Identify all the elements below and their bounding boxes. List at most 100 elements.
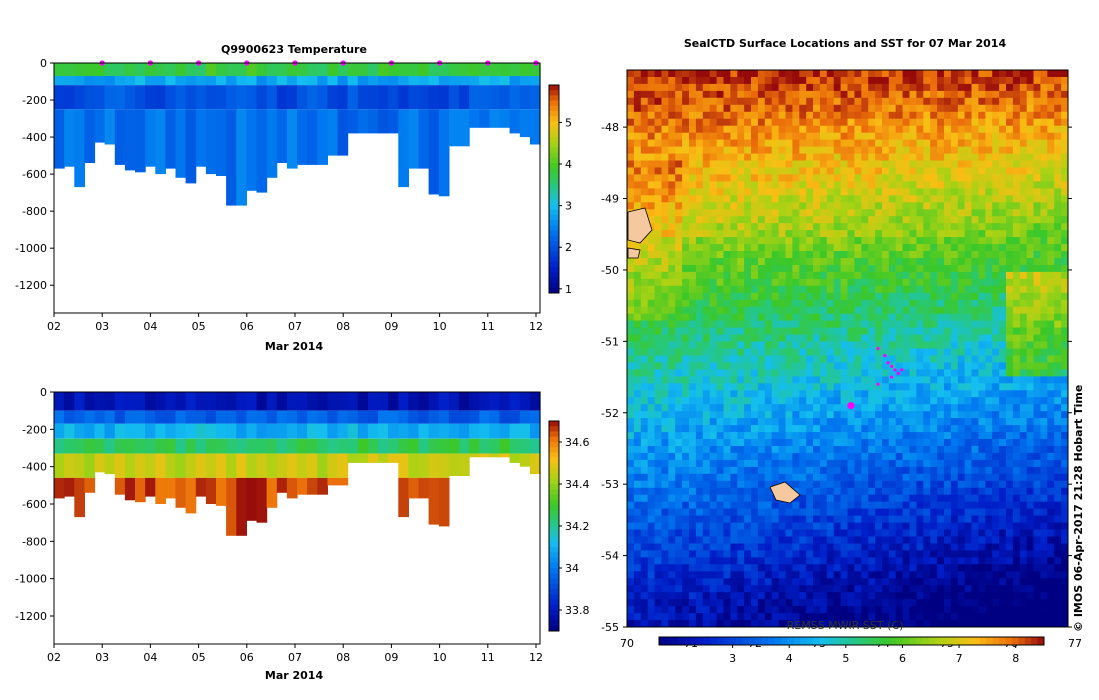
sst-cell [813, 494, 821, 503]
profile-cell [195, 410, 207, 424]
sst-cell [909, 425, 917, 433]
sst-cell [778, 425, 786, 433]
sst-cell [882, 404, 890, 412]
sst-cell [868, 439, 876, 447]
sst-cell [861, 97, 869, 106]
sst-cell [806, 439, 814, 447]
sst-cell [999, 480, 1007, 489]
sst-cell [854, 411, 862, 419]
sst-cell [1047, 70, 1055, 78]
sst-cell [633, 446, 642, 454]
sst-cell [1026, 83, 1035, 92]
sst-cell [950, 313, 959, 322]
sst-cell [813, 390, 821, 398]
x-tick-label: 02 [47, 320, 61, 333]
sst-cell [847, 111, 855, 120]
sst-cell [716, 97, 724, 106]
sst-cell [744, 494, 752, 503]
colorbar-step [549, 105, 559, 112]
sst-cell [971, 146, 979, 155]
sst-cell [695, 216, 704, 224]
sst-cell [709, 104, 718, 113]
sst-cell [737, 529, 745, 537]
sst-cell [668, 230, 676, 238]
sst-cell [854, 146, 862, 155]
sst-cell [771, 77, 780, 85]
sst-cell [730, 83, 738, 92]
sst-cell [840, 139, 848, 148]
sst-cell [826, 480, 835, 489]
sst-cell [1026, 383, 1035, 391]
sst-cell [909, 452, 917, 461]
sst-cell [992, 146, 1000, 155]
sst-cell [847, 292, 855, 301]
sst-cell [1019, 278, 1028, 287]
sst-cell [923, 508, 931, 517]
sst-cell [675, 230, 683, 238]
sst-cell [882, 285, 890, 294]
sst-cell [730, 174, 738, 182]
sst-cell [654, 209, 662, 217]
sst-cell [964, 446, 972, 454]
sst-cell [744, 446, 752, 454]
profile-cell [246, 76, 258, 86]
sst-cell [764, 425, 773, 433]
sst-cell [882, 111, 890, 120]
sst-cell [895, 77, 904, 85]
sst-cell [661, 383, 669, 391]
sst-cell [647, 181, 656, 189]
sst-cell [764, 153, 773, 162]
sst-cell [944, 313, 952, 322]
sst-cell [737, 125, 745, 134]
colorbar-step [549, 204, 559, 211]
profile-cell [337, 392, 349, 411]
sst-cell [1047, 223, 1055, 231]
sst-cell [819, 139, 828, 148]
sst-cell [985, 383, 993, 391]
sst-cell [778, 258, 786, 266]
sst-cell [964, 209, 972, 217]
sst-cell [964, 376, 972, 384]
sst-cell [937, 118, 945, 127]
sst-cell [861, 411, 869, 419]
sst-cell [771, 508, 780, 517]
sst-cell [757, 306, 766, 315]
sst-cell [689, 466, 697, 475]
sst-cell [723, 508, 731, 517]
sst-cell [654, 306, 662, 315]
sst-cell [971, 369, 979, 377]
sst-cell [978, 77, 986, 85]
profile-cell [408, 76, 420, 86]
sst-cell [799, 411, 807, 419]
sst-cell [1006, 480, 1014, 489]
sst-cell [902, 432, 910, 440]
sst-cell [875, 501, 883, 510]
sst-cell [1006, 258, 1014, 266]
sst-cell [1026, 508, 1035, 517]
sst-cell [854, 181, 862, 189]
colorbar-step [549, 189, 559, 195]
sst-cell [971, 397, 979, 405]
sst-cell [1026, 411, 1035, 419]
sst-cell [1019, 418, 1028, 426]
sst-cell [627, 432, 635, 440]
sst-cell [902, 362, 910, 370]
sst-cell [875, 160, 883, 168]
sst-cell [875, 390, 883, 398]
sst-cell [888, 77, 897, 85]
sst-cell [627, 202, 635, 210]
profile-cell [135, 423, 146, 439]
sst-cell [999, 425, 1007, 433]
sst-cell [909, 376, 917, 384]
colorbar-step [549, 442, 559, 448]
sst-cell [978, 341, 986, 349]
sst-cell [1061, 411, 1069, 419]
sst-cell [627, 125, 635, 134]
sst-cell [640, 327, 649, 336]
sst-cell [785, 397, 793, 405]
sst-cell [895, 390, 904, 398]
sst-cell [751, 376, 759, 384]
sst-cell [695, 355, 704, 363]
sst-cell [840, 216, 848, 224]
sst-cell [1061, 480, 1069, 489]
